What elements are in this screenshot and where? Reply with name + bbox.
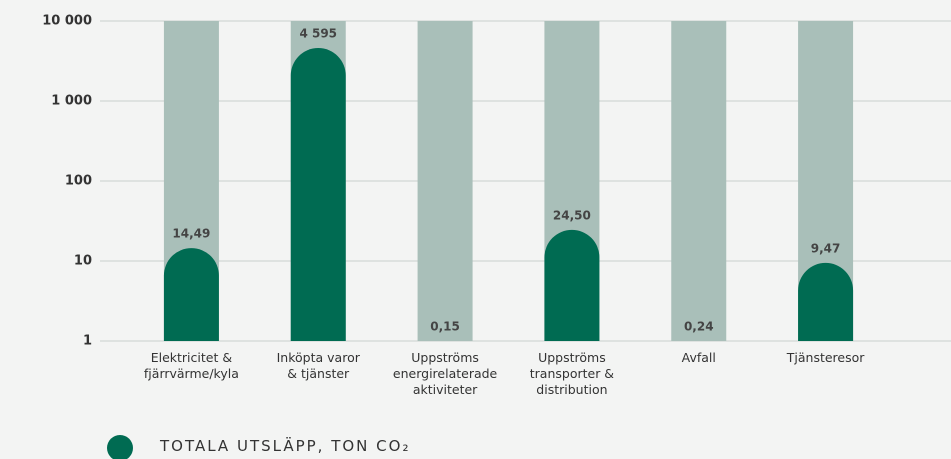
y-tick-label: 100 — [65, 174, 92, 189]
data-label: 14,49 — [172, 227, 210, 241]
y-tick-label: 10 000 — [42, 14, 92, 29]
legend-label: TOTALA UTSLÄPP, TON CO₂ — [160, 437, 410, 455]
x-tick-label: Uppströms energirelaterade aktiviteter — [375, 350, 515, 398]
legend-marker — [107, 435, 133, 459]
data-label: 9,47 — [811, 241, 841, 255]
x-tick-label: Inköpta varor & tjänster — [248, 350, 388, 382]
x-tick-label: Avfall — [629, 350, 769, 366]
bar — [798, 263, 853, 341]
bar — [164, 248, 219, 341]
y-tick-label: 1 000 — [51, 94, 92, 109]
y-tick-label: 1 — [83, 334, 92, 349]
x-tick-label: Uppströms transporter & distribution — [502, 350, 642, 398]
y-tick-label: 10 — [74, 254, 92, 269]
bar-background — [418, 21, 473, 341]
data-label: 0,24 — [684, 320, 714, 334]
page: 1 10 100 1 000 10 000 14,49 4 595 0,15 24,50 0,24… — [0, 0, 951, 459]
data-label: 24,50 — [553, 208, 591, 222]
bar — [544, 230, 599, 341]
x-tick-label: Tjänsteresor — [756, 350, 896, 366]
data-label: 0,15 — [430, 320, 460, 334]
data-label: 4 595 — [299, 27, 337, 41]
bar — [291, 48, 346, 341]
bar-background — [671, 21, 726, 341]
x-tick-label: Elektricitet & fjärrvärme/kyla — [121, 350, 261, 382]
